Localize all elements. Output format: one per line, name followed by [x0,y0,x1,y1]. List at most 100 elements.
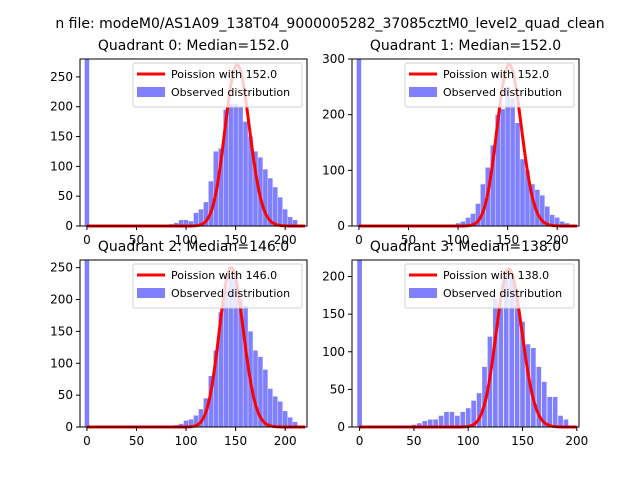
histogram-bar [292,220,298,226]
histogram-bar [438,415,444,427]
quadrant-1-ticks: 0 50 100 150 200 0 100 200 300 [322,52,569,247]
quadrant-3-legend-box [404,263,575,309]
quadrant-3-chart: Quadrant 3: Median=138.0 0 50 100 150 200 0 50… [322,239,588,448]
histogram-bar [493,299,498,427]
y-tick-label: 100 [322,163,345,177]
quadrant-2-legend-hist-label: Observed distribution [171,287,290,300]
y-tick-label: 0 [65,420,73,434]
histogram-bar [243,121,248,227]
histogram-bar [238,106,243,226]
histogram-bar [228,277,233,427]
quadrant-0-frame [79,58,308,227]
histogram-bar [520,321,525,427]
quadrant-1-legend-fit-label: Poission with 152.0 [443,68,549,81]
histogram-bar [253,151,258,226]
x-tick-label: 100 [457,434,480,448]
histogram-bar [475,203,481,226]
y-tick-label: 200 [322,108,345,122]
x-tick-label: 150 [224,434,247,448]
quadrant-2-chart: Quadrant 2: Median=146.0 0 50 100 150 200 0 50… [50,239,308,448]
histogram-bar [277,401,283,427]
histogram-bar [218,148,224,226]
histogram-bar [552,396,558,427]
x-tick-label: 50 [401,233,416,247]
quadrant-3-legend-hist-swatch [409,288,437,298]
histogram-bar [422,420,428,427]
histogram-bar [505,86,510,226]
histogram-bar [541,381,547,427]
histogram-bar [198,209,204,226]
histogram-bar [490,145,496,226]
histogram-bar [356,59,362,226]
histogram-bar [268,178,273,226]
histogram-bar [498,306,504,427]
quadrant-1-chart: Quadrant 1: Median=152.0 0 50 100 150 200 0 10… [322,38,580,247]
x-tick-label: 200 [546,233,569,247]
histogram-bar [549,214,555,226]
histogram-bar [514,295,520,427]
quadrant-1-legend-hist-swatch [409,87,437,97]
histogram-bar [357,260,362,427]
histogram-bar [563,419,569,427]
quadrant-2-legend-box [132,263,303,309]
quadrant-3-title: Quadrant 3: Median=138.0 [370,239,561,255]
histogram-bar [228,103,233,226]
x-tick-label: 100 [175,434,198,448]
quadrant-1-frame [351,58,580,227]
quadrant-3-legend-hist-label: Observed distribution [443,287,562,300]
histogram-bar [427,419,433,427]
x-tick-label: 150 [224,233,247,247]
y-tick-label: 0 [65,219,73,233]
histogram-bar [84,59,90,226]
quadrant-2-frame [79,259,308,428]
histogram-bar [444,411,449,427]
histogram-bar [500,109,505,226]
histogram-bar [470,213,476,226]
histogram-bar [282,411,288,427]
histogram-bar [233,103,238,226]
y-tick-label: 100 [50,356,73,370]
quadrant-3-legend: Poission with 138.0 Observed distributio… [404,263,575,309]
histogram-bar [540,195,545,226]
x-tick-label: 150 [496,233,519,247]
y-tick-label: 150 [50,324,73,338]
histogram-bar [287,217,293,226]
histogram-bar [178,423,184,427]
histogram-bar [465,217,471,226]
histogram-bar [273,396,278,427]
x-tick-label: 200 [565,434,588,448]
quadrant-2-legend: Poission with 146.0 Observed distributio… [132,263,303,309]
x-tick-label: 50 [129,233,144,247]
quadrant-2-legend-fit-label: Poission with 146.0 [171,269,277,282]
x-tick-label: 100 [175,233,198,247]
histogram-bar [417,423,422,427]
histogram-bar [213,350,219,427]
quadrant-1-legend-hist-label: Observed distribution [443,86,562,99]
histogram-bar [263,369,268,427]
histogram-bar [530,184,535,226]
quadrant-0-legend-hist-swatch [137,87,165,97]
y-tick-label: 200 [322,270,345,284]
histogram-bar [273,187,278,226]
histogram-bar [243,305,248,427]
y-tick-label: 50 [330,382,345,396]
figure-title: n file: modeM0/AS1A09_138T04_9000005282_… [55,16,604,32]
histogram-bar [292,421,298,427]
quadrant-0-legend-hist-label: Observed distribution [171,86,290,99]
quadrant-3-frame [351,259,580,428]
histogram-bar [178,220,184,226]
quadrant-0-title: Quadrant 0: Median=152.0 [98,38,289,54]
histogram-bar [495,114,500,226]
histogram-bar [515,123,520,226]
histogram-bar [465,408,471,427]
x-tick-label: 0 [83,434,91,448]
y-tick-label: 100 [322,345,345,359]
histogram-bar [188,419,194,427]
histogram-bar [238,299,243,427]
histogram-bar [471,400,476,427]
histogram-bar [520,159,525,226]
histogram-bar [547,396,553,427]
y-tick-label: 50 [58,388,73,402]
histogram-bar [183,220,189,226]
quadrant-1-title: Quadrant 1: Median=152.0 [370,38,561,54]
